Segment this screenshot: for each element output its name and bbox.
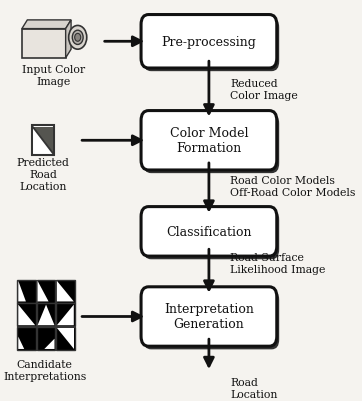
Polygon shape	[57, 305, 74, 325]
Bar	[37, 304, 55, 326]
Text: Classification: Classification	[166, 225, 252, 238]
FancyBboxPatch shape	[143, 114, 279, 174]
FancyBboxPatch shape	[141, 16, 277, 69]
Polygon shape	[57, 328, 74, 349]
Bar	[17, 280, 36, 303]
Bar	[56, 304, 75, 326]
Bar	[32, 126, 54, 156]
Bar	[37, 327, 55, 350]
Text: Input Color
Image: Input Color Image	[22, 65, 85, 87]
FancyBboxPatch shape	[143, 210, 279, 259]
Polygon shape	[38, 281, 49, 302]
Text: Road Surface
Likelihood Image: Road Surface Likelihood Image	[230, 253, 325, 274]
Text: Road Color Models
Off-Road Color Models: Road Color Models Off-Road Color Models	[230, 176, 355, 197]
Polygon shape	[57, 281, 74, 302]
Bar	[56, 280, 75, 303]
FancyBboxPatch shape	[141, 207, 277, 257]
Polygon shape	[66, 21, 71, 59]
Polygon shape	[18, 337, 24, 349]
Polygon shape	[45, 339, 55, 349]
FancyBboxPatch shape	[143, 19, 279, 72]
Bar	[17, 304, 36, 326]
Bar	[37, 280, 55, 303]
Bar	[17, 327, 36, 350]
Polygon shape	[33, 128, 53, 154]
Text: Predicted
Road
Location: Predicted Road Location	[17, 158, 70, 191]
Polygon shape	[38, 305, 55, 325]
FancyBboxPatch shape	[141, 111, 277, 170]
Text: Color Model
Formation: Color Model Formation	[170, 127, 248, 155]
Circle shape	[69, 26, 87, 50]
Text: Road
Location: Road Location	[230, 377, 277, 399]
Circle shape	[72, 31, 83, 45]
Bar	[56, 327, 75, 350]
FancyBboxPatch shape	[143, 290, 279, 350]
Text: Reduced
Color Image: Reduced Color Image	[230, 79, 298, 100]
FancyBboxPatch shape	[141, 287, 277, 346]
Text: Pre-processing: Pre-processing	[161, 36, 256, 49]
Polygon shape	[18, 281, 26, 302]
Polygon shape	[18, 305, 35, 325]
Bar	[22, 30, 66, 59]
Polygon shape	[22, 21, 71, 30]
Text: Candidate
Interpretations: Candidate Interpretations	[3, 359, 86, 381]
Circle shape	[75, 34, 81, 42]
Text: Interpretation
Generation: Interpretation Generation	[164, 303, 254, 331]
Polygon shape	[33, 128, 53, 154]
